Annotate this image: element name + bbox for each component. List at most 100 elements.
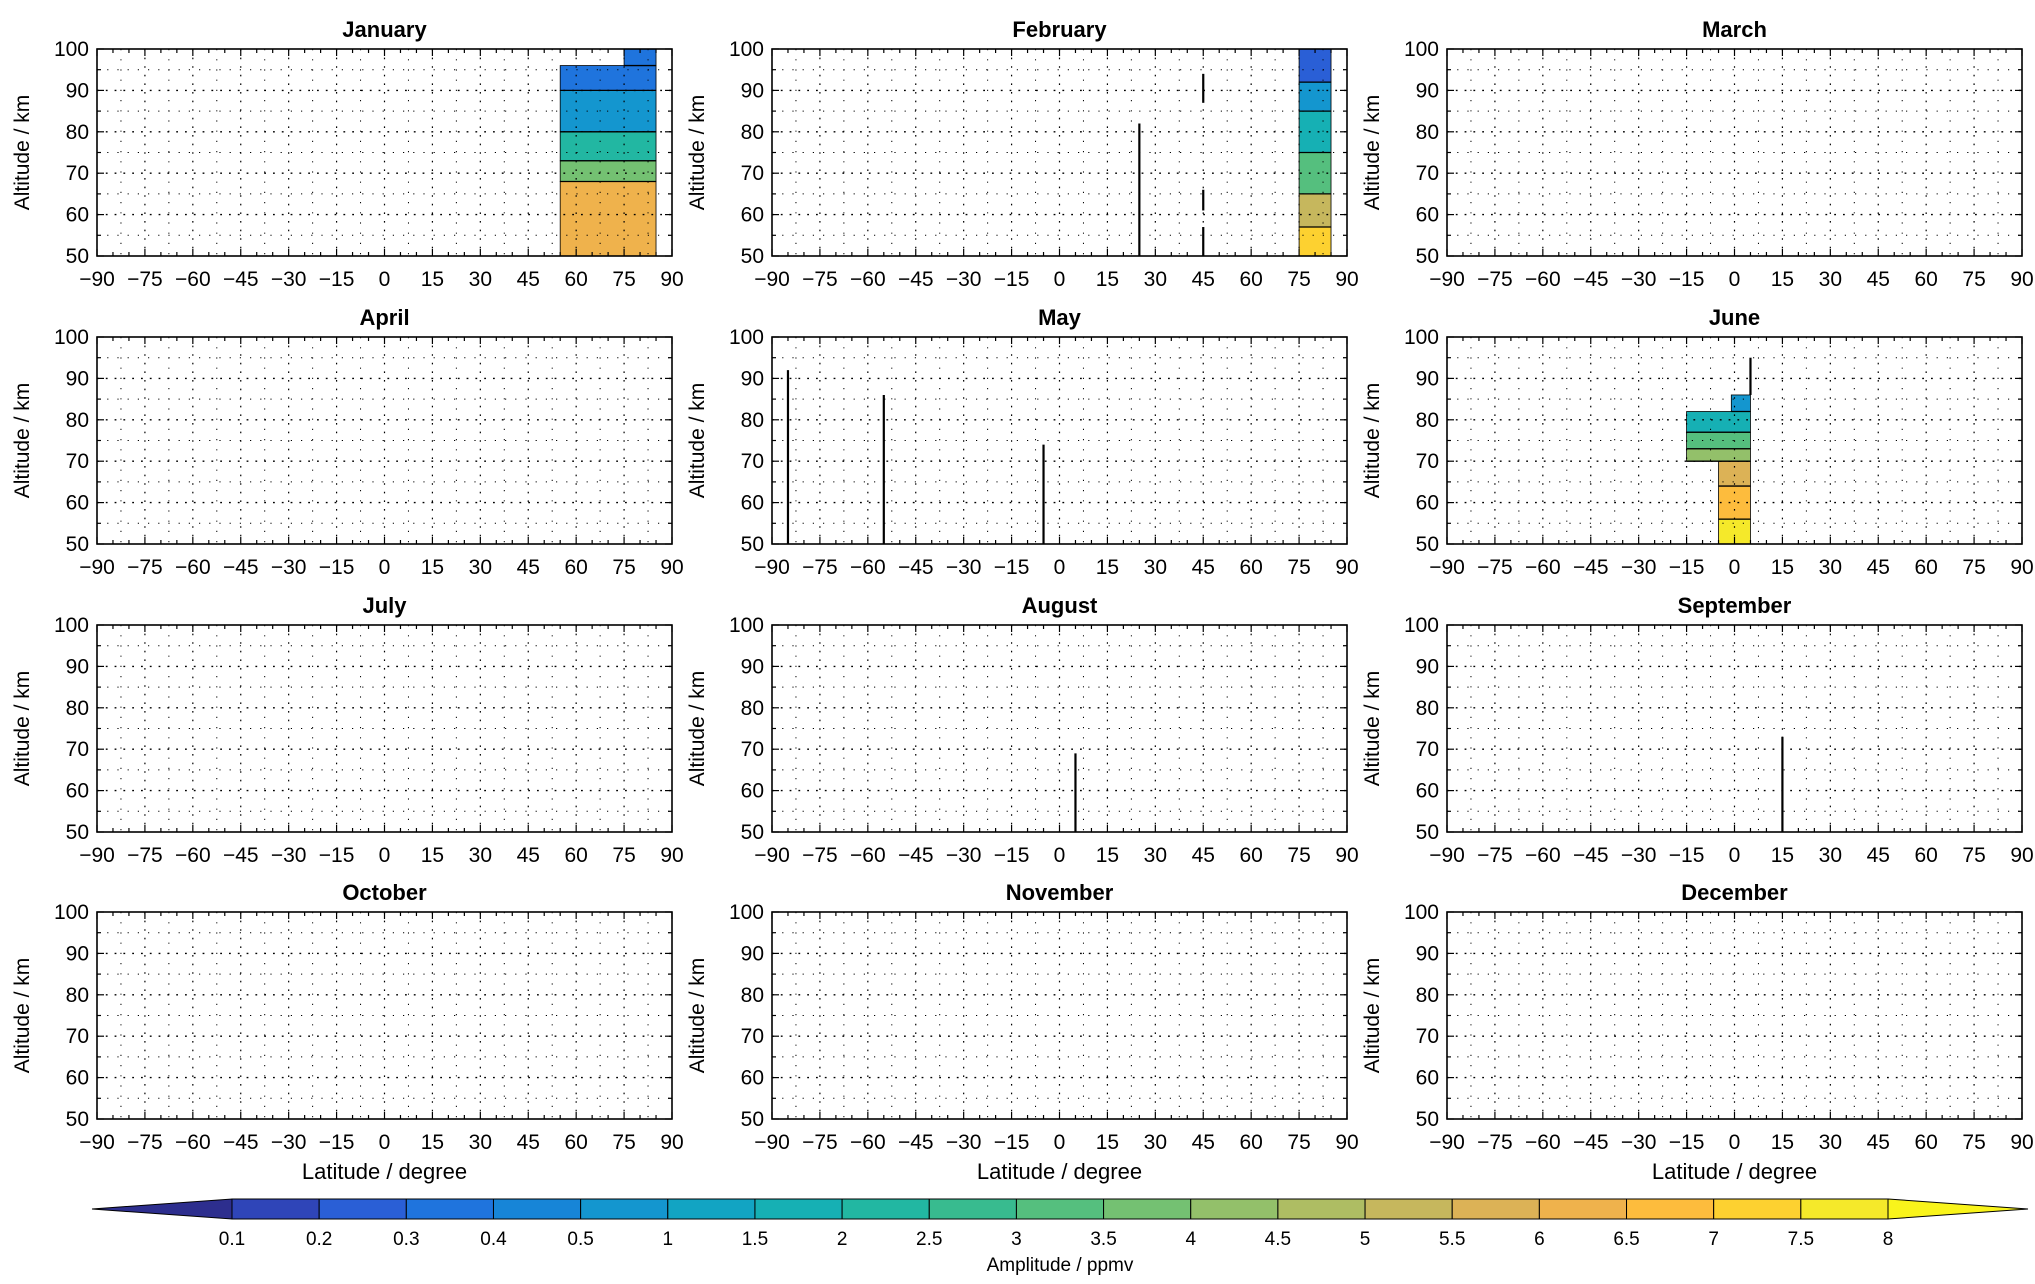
x-tick-label: 75 xyxy=(1962,268,1985,291)
x-tick-label: 15 xyxy=(1096,268,1119,291)
y-tick-label: 50 xyxy=(1416,245,1439,268)
x-tick-label: 45 xyxy=(1192,556,1215,579)
x-tick-label: −45 xyxy=(898,268,934,291)
x-tick-label: 30 xyxy=(1819,556,1842,579)
colorbar-segment xyxy=(1277,1198,1366,1220)
y-tick-label: 60 xyxy=(741,492,764,515)
x-tick-label: 30 xyxy=(1819,844,1842,867)
x-tick-label: 60 xyxy=(1914,844,1937,867)
x-tick-label: 0 xyxy=(1054,556,1066,579)
filled-region xyxy=(1299,111,1332,153)
x-tick-label: 15 xyxy=(421,844,444,867)
colorbar-segment xyxy=(754,1198,843,1220)
colorbar-segment xyxy=(492,1198,582,1220)
x-tick-label: 0 xyxy=(1054,844,1066,867)
colorbar-tick-label: 0.3 xyxy=(393,1229,419,1250)
y-tick-label: 70 xyxy=(1416,1025,1439,1048)
x-axis-label: Latitude / degree xyxy=(302,1159,467,1184)
x-tick-label: 30 xyxy=(469,1131,492,1154)
y-tick-label: 50 xyxy=(1416,533,1439,556)
y-tick-label: 50 xyxy=(741,245,764,268)
y-tick-label: 90 xyxy=(1416,655,1439,678)
y-tick-label: 60 xyxy=(66,780,89,803)
x-tick-label: 0 xyxy=(379,268,391,291)
y-tick-label: 50 xyxy=(66,245,89,268)
x-tick-label: 75 xyxy=(1287,556,1310,579)
x-tick-label: −15 xyxy=(319,1131,355,1154)
panel-november: −90 −75 −60 −45 −30 −15 0 15 30 45 60 75 90 50 60 70 80 9… xyxy=(686,880,1359,1184)
y-tick-label: 90 xyxy=(741,655,764,678)
x-tick-label: 90 xyxy=(1335,268,1358,291)
colorbar-arrow-min xyxy=(91,1198,233,1220)
colorbar-tick-label: 5.5 xyxy=(1439,1229,1465,1250)
x-tick-label: 75 xyxy=(612,556,635,579)
y-tick-label: 80 xyxy=(741,697,764,720)
colorbar-tick-label: 8 xyxy=(1883,1229,1894,1250)
filled-region xyxy=(560,131,657,161)
x-tick-label: 0 xyxy=(1729,556,1741,579)
x-tick-label: 15 xyxy=(1771,268,1794,291)
x-tick-label: 45 xyxy=(1192,1131,1215,1154)
panel-february: −90 −75 −60 −45 −30 −15 0 15 30 45 60 75 90 50 60 70 80 9… xyxy=(686,17,1359,291)
colorbar-tick-label: 0.2 xyxy=(306,1229,332,1250)
x-tick-label: −60 xyxy=(175,1131,211,1154)
x-tick-label: 60 xyxy=(1239,1131,1262,1154)
y-tick-label: 100 xyxy=(1404,614,1439,637)
panel-december: −90 −75 −60 −45 −30 −15 0 15 30 45 60 75 90 50 60 70 80 9… xyxy=(1361,880,2034,1184)
panel-title: April xyxy=(359,305,409,330)
x-tick-label: −60 xyxy=(1525,556,1561,579)
y-tick-label: 100 xyxy=(729,326,764,349)
x-tick-label: −60 xyxy=(175,268,211,291)
x-tick-label: −30 xyxy=(271,556,307,579)
colorbar-segment xyxy=(1713,1198,1802,1220)
x-tick-label: −60 xyxy=(850,1131,886,1154)
x-tick-label: 0 xyxy=(1729,268,1741,291)
x-tick-label: 45 xyxy=(517,844,540,867)
y-tick-label: 90 xyxy=(66,655,89,678)
panel-june: −90 −75 −60 −45 −30 −15 0 15 30 45 60 75 90 50 60 70 80 9… xyxy=(1361,305,2034,579)
x-tick-label: 15 xyxy=(1771,844,1794,867)
filled-region xyxy=(1718,461,1751,487)
colorbar-tick-label: 0.4 xyxy=(480,1229,507,1250)
x-tick-label: 60 xyxy=(564,844,587,867)
x-tick-label: 15 xyxy=(1096,844,1119,867)
x-tick-label: 60 xyxy=(1914,268,1937,291)
x-tick-label: −75 xyxy=(1477,1131,1513,1154)
x-tick-label: −30 xyxy=(946,844,982,867)
y-tick-label: 60 xyxy=(1416,492,1439,515)
y-tick-label: 100 xyxy=(1404,38,1439,61)
y-tick-label: 70 xyxy=(741,1025,764,1048)
panel-january: −90 −75 −60 −45 −30 −15 0 15 30 45 60 75 90 50 60 70 80 9… xyxy=(11,17,684,291)
x-tick-label: −15 xyxy=(994,844,1030,867)
x-tick-label: −30 xyxy=(946,1131,982,1154)
colorbar-tick-label: 4 xyxy=(1185,1229,1196,1250)
y-tick-label: 100 xyxy=(729,901,764,924)
x-tick-label: −45 xyxy=(898,1131,934,1154)
x-tick-label: −45 xyxy=(223,268,259,291)
x-tick-label: 30 xyxy=(469,844,492,867)
y-tick-label: 80 xyxy=(1416,984,1439,1007)
x-axis-label: Latitude / degree xyxy=(1652,1159,1817,1184)
x-tick-label: −15 xyxy=(1669,268,1705,291)
x-tick-label: 90 xyxy=(660,556,683,579)
y-axis-label: Altitude / km xyxy=(1361,671,1384,787)
colorbar-segment xyxy=(1626,1198,1715,1220)
colorbar-segment xyxy=(405,1198,494,1220)
colorbar-tick-label: 3.5 xyxy=(1090,1229,1116,1250)
x-tick-label: −60 xyxy=(175,556,211,579)
x-tick-label: −75 xyxy=(127,844,163,867)
y-tick-label: 80 xyxy=(1416,121,1439,144)
x-tick-label: −75 xyxy=(1477,844,1513,867)
x-tick-label: −30 xyxy=(1621,268,1657,291)
x-tick-label: 15 xyxy=(1096,1131,1119,1154)
x-tick-label: −60 xyxy=(1525,844,1561,867)
y-tick-label: 50 xyxy=(66,821,89,844)
y-tick-label: 60 xyxy=(66,204,89,227)
colorbar-tick-label: 5 xyxy=(1360,1229,1371,1250)
x-tick-label: 15 xyxy=(421,1131,444,1154)
x-tick-label: 60 xyxy=(564,1131,587,1154)
y-axis-label: Altitude / km xyxy=(1361,95,1384,211)
y-tick-label: 70 xyxy=(741,450,764,473)
y-tick-label: 70 xyxy=(1416,450,1439,473)
